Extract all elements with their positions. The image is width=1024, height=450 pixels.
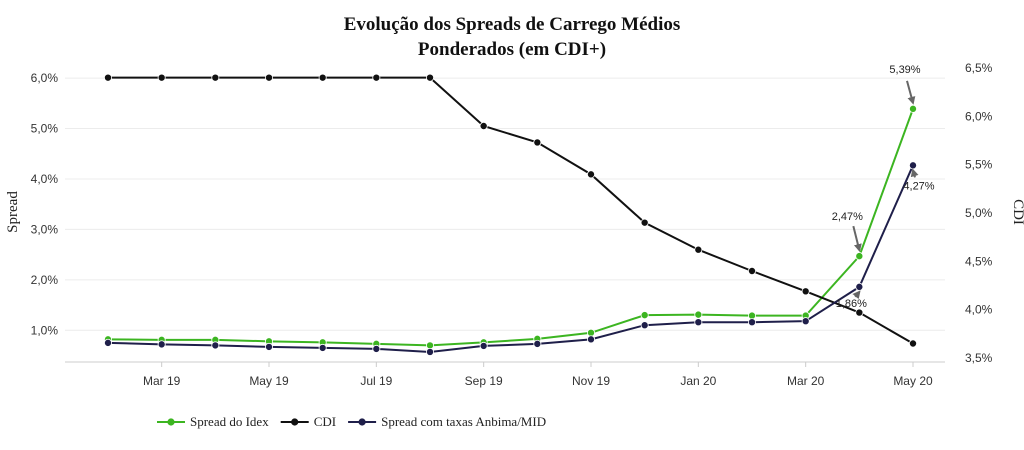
legend-marker: [167, 418, 175, 426]
chart-title-line-1: Evolução dos Spreads de Carrego Médios: [344, 14, 681, 35]
data-point[interactable]: [694, 310, 703, 319]
annotations: 5,39% 2,47% 1,86% 4,27%: [832, 64, 935, 310]
data-point[interactable]: [587, 170, 596, 179]
y-left-tick-label: 6,0%: [31, 71, 59, 85]
y-right-tick-label: 5,0%: [965, 206, 993, 220]
y-left-tick-label: 3,0%: [31, 222, 59, 236]
y-axis-left: 1,0% 2,0% 3,0% 4,0% 5,0% 6,0%: [31, 71, 59, 337]
data-point[interactable]: [372, 73, 381, 82]
legend-item[interactable]: CDI: [280, 414, 336, 429]
data-point[interactable]: [425, 73, 434, 82]
annotation-arrow: [852, 225, 862, 253]
y-left-tick-label: 2,0%: [31, 273, 59, 287]
legend-label: Spread com taxas Anbima/MID: [381, 414, 546, 429]
data-point[interactable]: [909, 104, 918, 113]
data-point[interactable]: [425, 347, 434, 356]
y-right-tick-label: 6,0%: [965, 109, 993, 123]
data-point[interactable]: [372, 344, 381, 353]
chart-title-line-2: Ponderados (em CDI+): [418, 39, 606, 60]
legend-item[interactable]: Spread com taxas Anbima/MID: [348, 414, 546, 429]
x-tick-label: Mar 20: [787, 374, 825, 388]
data-point[interactable]: [640, 311, 649, 320]
y-axis-right: 3,5% 4,0% 4,5% 5,0% 5,5% 6,0% 6,5%: [965, 61, 993, 365]
grid: [65, 77, 945, 331]
data-point[interactable]: [104, 73, 113, 82]
x-tick-label: Nov 19: [572, 374, 610, 388]
legend-marker: [291, 418, 299, 426]
data-point[interactable]: [157, 73, 166, 82]
data-point[interactable]: [587, 335, 596, 344]
y-axis-right-label: CDI: [1010, 199, 1024, 225]
series-line-1: [108, 76, 914, 345]
series-line-2: [107, 164, 914, 353]
y-right-tick-label: 3,5%: [965, 351, 993, 365]
legend-label: Spread do Idex: [190, 414, 269, 429]
annotation-label: 4,27%: [903, 180, 934, 192]
data-point[interactable]: [425, 341, 434, 350]
y-right-tick-label: 5,5%: [965, 158, 993, 172]
y-left-tick-label: 1,0%: [31, 323, 59, 337]
data-point[interactable]: [318, 343, 327, 352]
x-tick-label: Jul 19: [360, 374, 392, 388]
x-tick-label: Jan 20: [680, 374, 716, 388]
data-point[interactable]: [909, 339, 918, 348]
series-group: [104, 73, 918, 356]
x-tick-label: Mar 19: [143, 374, 181, 388]
data-point[interactable]: [801, 287, 810, 296]
data-point[interactable]: [211, 73, 220, 82]
data-point[interactable]: [855, 308, 864, 317]
x-axis: Mar 19 May 19 Jul 19 Sep 19 Nov 19 Jan 20 Mar …: [65, 361, 945, 388]
x-tick-label: May 20: [893, 374, 933, 388]
x-tick-label: May 19: [249, 374, 289, 388]
annotation-label: 1,86%: [836, 298, 867, 310]
x-tick-label: Sep 19: [465, 374, 503, 388]
legend-marker: [358, 418, 366, 426]
data-point[interactable]: [694, 318, 703, 327]
data-point[interactable]: [694, 245, 703, 254]
legend-label: CDI: [314, 414, 336, 429]
legend[interactable]: Spread do Idex CDI Spread com taxas Anbima…: [157, 414, 546, 429]
data-point[interactable]: [318, 73, 327, 82]
data-point[interactable]: [533, 339, 542, 348]
annotation-label: 2,47%: [832, 211, 863, 223]
y-right-tick-label: 4,5%: [965, 254, 993, 268]
annotation-arrow: [910, 168, 919, 178]
data-point[interactable]: [909, 161, 918, 170]
y-left-tick-label: 5,0%: [31, 122, 59, 136]
data-point[interactable]: [104, 338, 113, 347]
data-point[interactable]: [479, 341, 488, 350]
data-point[interactable]: [855, 282, 864, 291]
y-axis-left-label: Spread: [5, 191, 21, 233]
y-left-tick-label: 4,0%: [31, 172, 59, 186]
data-point[interactable]: [748, 311, 757, 320]
data-point[interactable]: [211, 341, 220, 350]
data-point[interactable]: [264, 342, 273, 351]
y-right-tick-label: 6,5%: [965, 61, 993, 75]
data-point[interactable]: [748, 266, 757, 275]
data-point[interactable]: [640, 321, 649, 330]
data-point[interactable]: [587, 328, 596, 337]
data-point[interactable]: [533, 138, 542, 147]
data-point[interactable]: [855, 252, 864, 261]
data-point[interactable]: [157, 340, 166, 349]
annotation-arrow: [852, 290, 861, 300]
data-point[interactable]: [640, 218, 649, 227]
annotation-arrow: [906, 80, 916, 105]
series-line-0: [107, 108, 914, 347]
data-point[interactable]: [801, 317, 810, 326]
data-point[interactable]: [264, 73, 273, 82]
y-right-tick-label: 4,0%: [965, 303, 993, 317]
data-point[interactable]: [748, 318, 757, 327]
data-point[interactable]: [479, 122, 488, 131]
annotation-label: 5,39%: [889, 64, 920, 76]
legend-item[interactable]: Spread do Idex: [157, 414, 269, 429]
